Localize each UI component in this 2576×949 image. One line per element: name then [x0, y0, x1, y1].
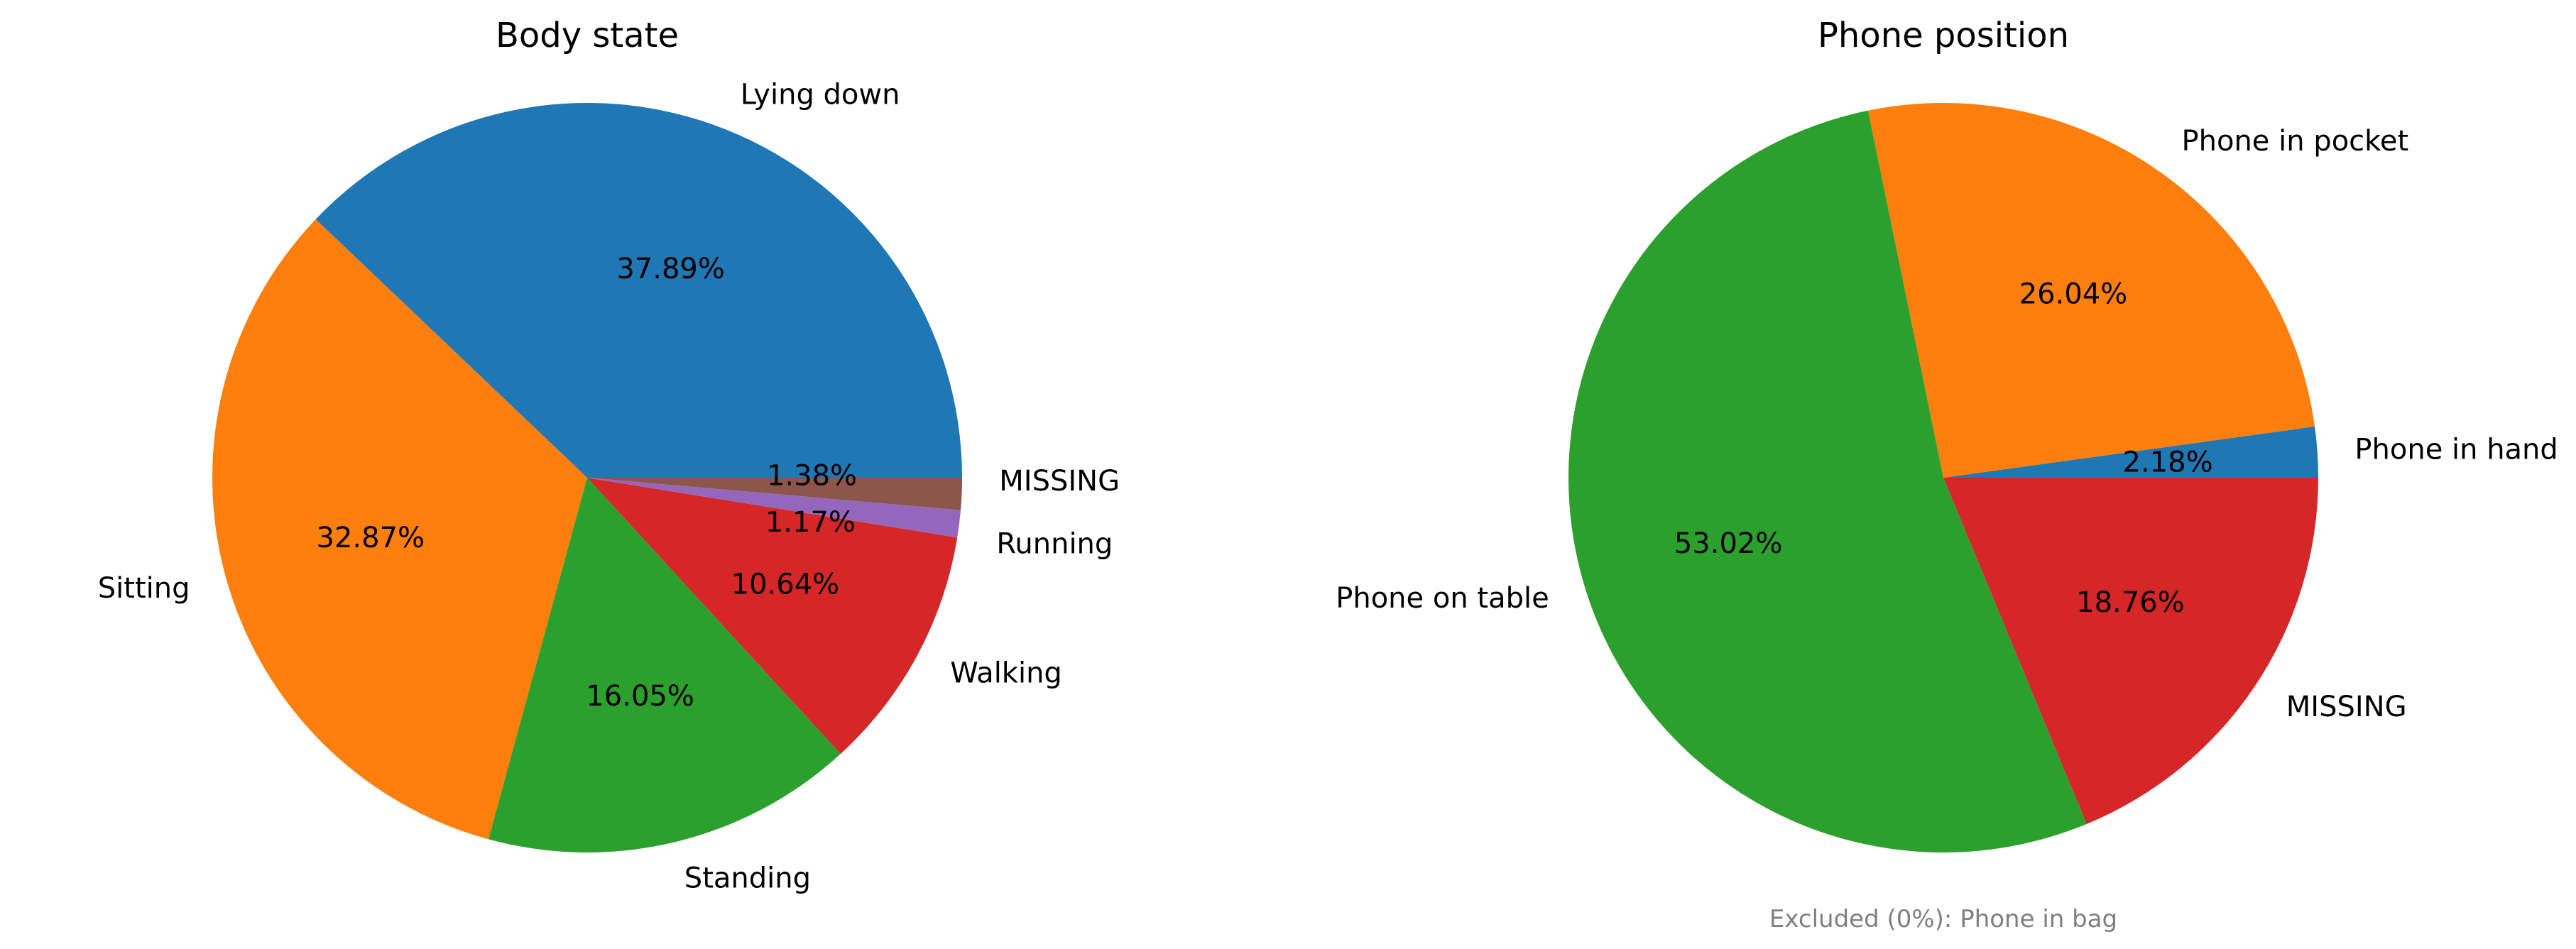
slice-label-phone-in-hand: Phone in hand	[2354, 433, 2558, 466]
pct-label-standing: 16.05%	[586, 680, 694, 713]
chart-title: Body state	[496, 16, 679, 55]
slice-label-sitting: Sitting	[98, 572, 190, 605]
slice-label-lying-down: Lying down	[741, 79, 900, 111]
pct-label-phone-on-table: 53.02%	[1674, 527, 1783, 560]
body-state-pie-chart: Body state 37.89% Lying down 32.87% Sitting…	[98, 16, 1120, 895]
pct-label-lying-down: 37.89%	[616, 253, 725, 285]
pct-label-missing: 1.38%	[767, 460, 857, 493]
slice-label-phone-in-pocket: Phone in pocket	[2182, 125, 2409, 158]
pct-label-walking: 10.64%	[731, 568, 840, 600]
pct-label-running: 1.17%	[765, 506, 856, 539]
pct-label-phone-in-pocket: 26.04%	[2019, 278, 2128, 310]
slice-label-missing: MISSING	[999, 465, 1120, 498]
phone-position-pie-chart: Phone position 2.18% Phone in hand 26.04% P…	[1336, 16, 2558, 933]
pct-label-missing: 18.76%	[2076, 586, 2185, 619]
slice-label-running: Running	[996, 528, 1113, 561]
excluded-footnote: Excluded (0%): Phone in bag	[1769, 905, 2117, 933]
slice-label-walking: Walking	[950, 657, 1062, 690]
slice-label-phone-on-table: Phone on table	[1336, 582, 1549, 615]
chart-title: Phone position	[1818, 16, 2069, 55]
slice-label-missing: MISSING	[2286, 691, 2407, 723]
pct-label-phone-in-hand: 2.18%	[2123, 446, 2213, 478]
pct-label-sitting: 32.87%	[317, 522, 425, 554]
slice-label-standing: Standing	[684, 862, 811, 895]
